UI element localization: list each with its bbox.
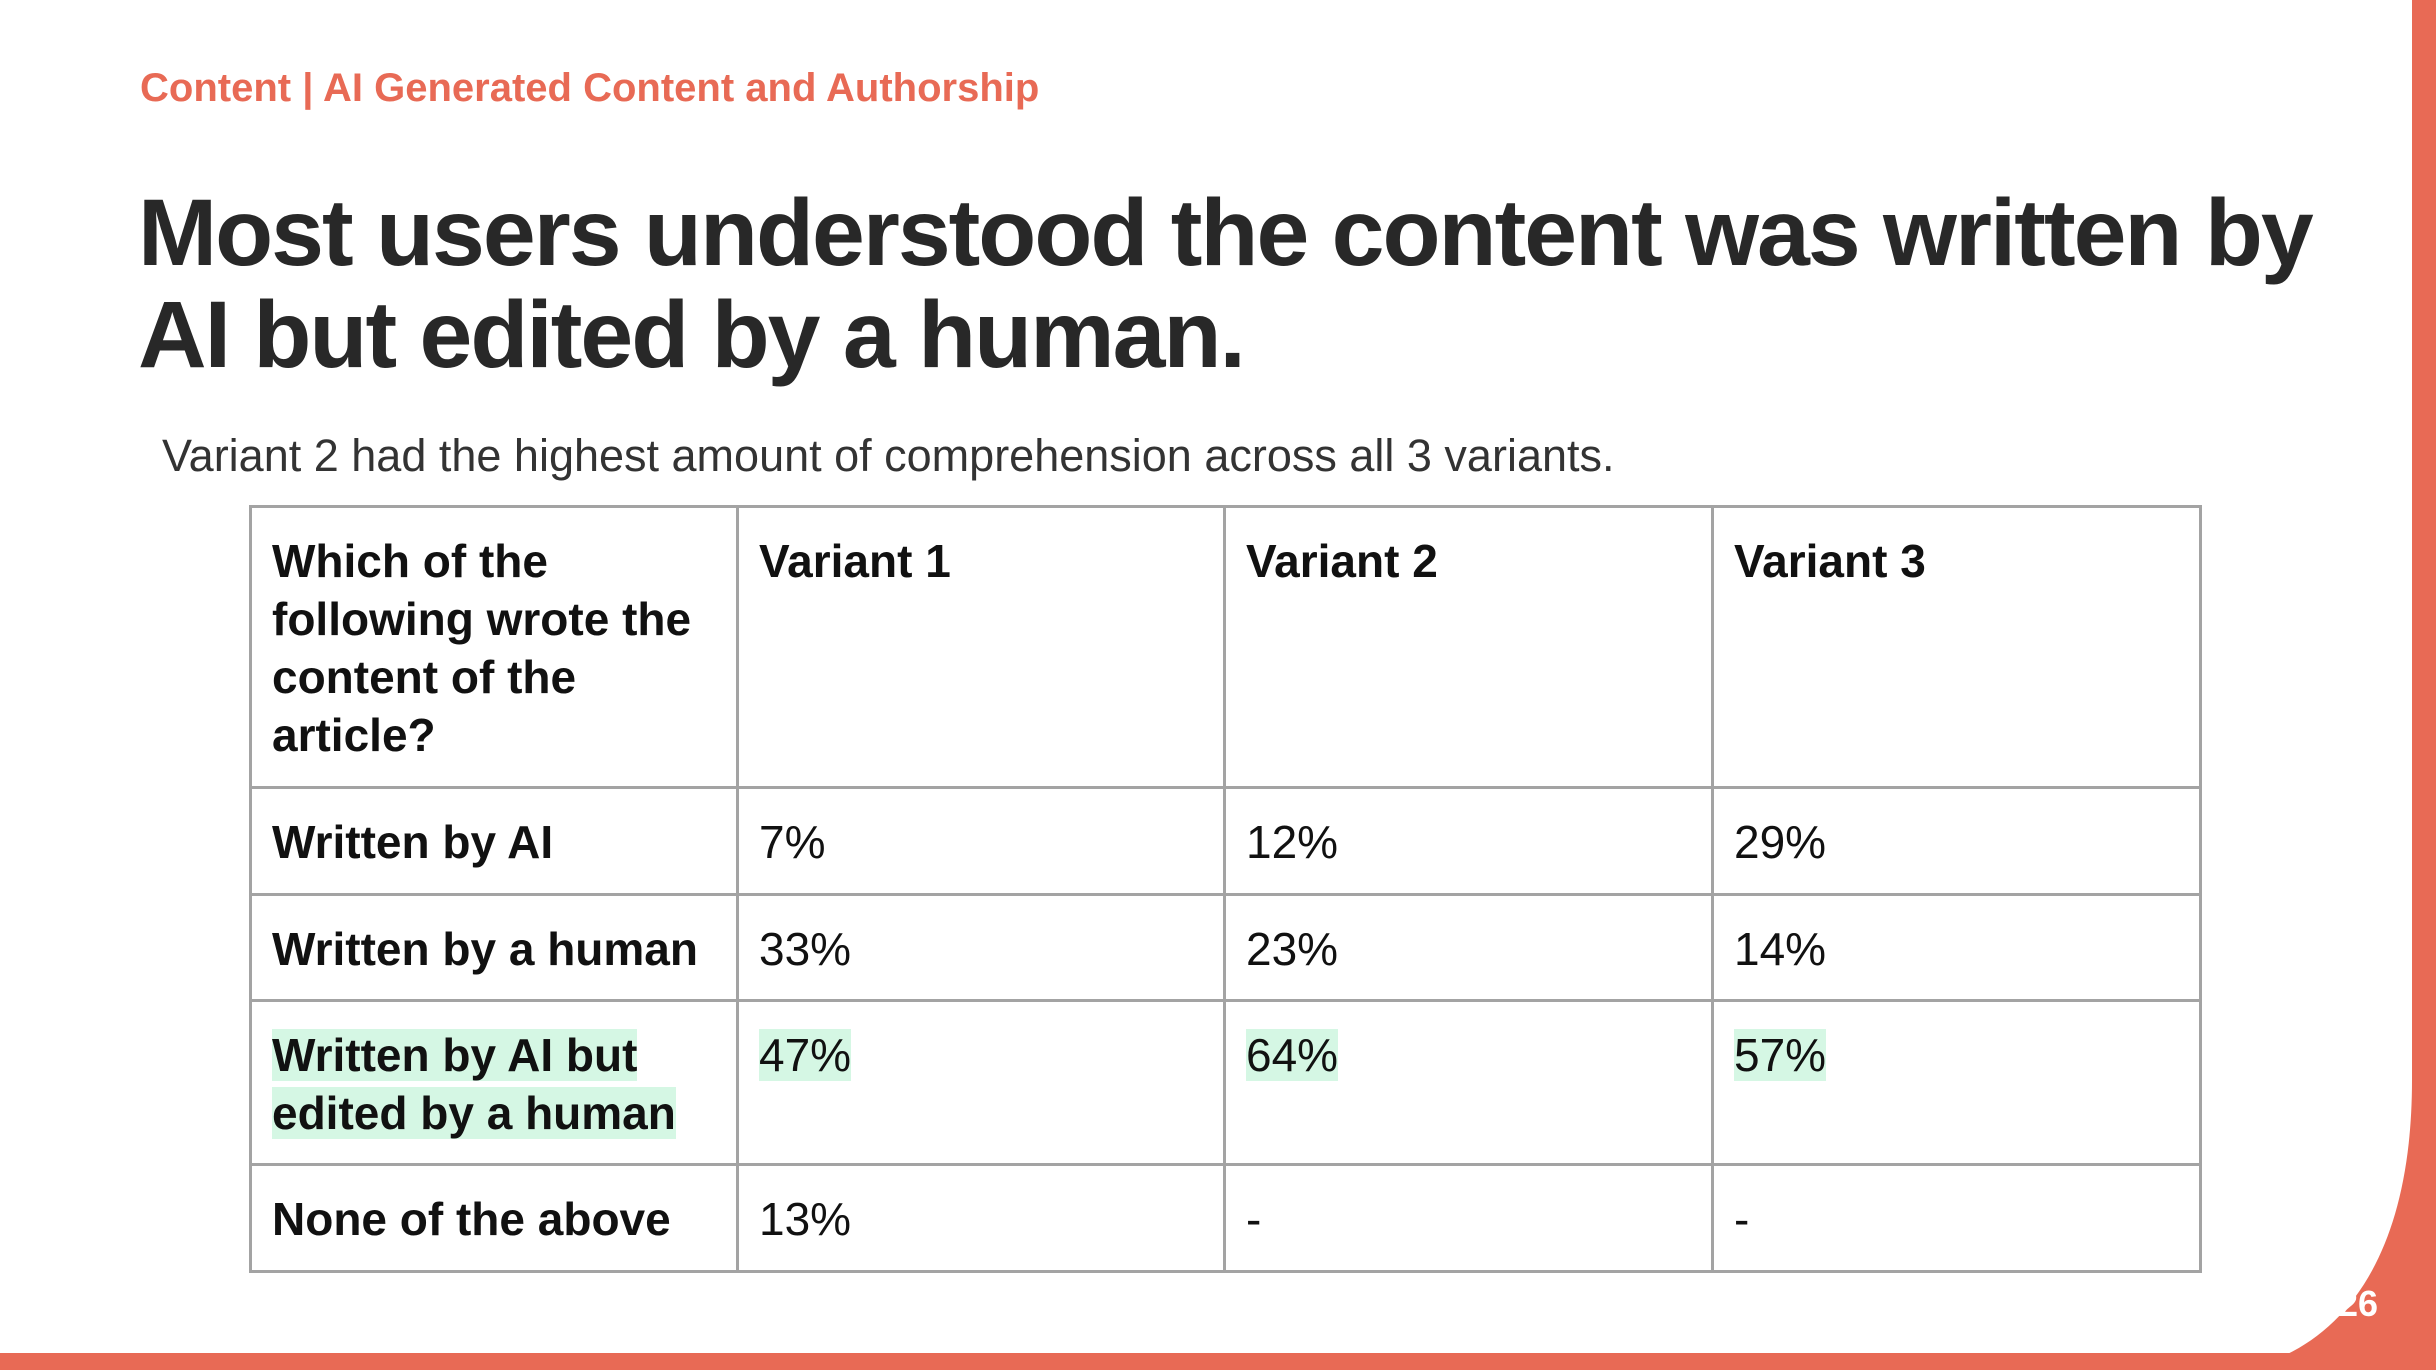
table-header-row: Which of the following wrote the content… [249, 505, 2202, 789]
page-number: 26 [2337, 1283, 2378, 1324]
table-cell: 23% [1223, 893, 1714, 1002]
row-label: Written by AI [249, 786, 739, 896]
breadcrumb: Content | AI Generated Content and Autho… [140, 66, 1040, 110]
table-cell: 13% [736, 1163, 1226, 1273]
table-row: None of the above 13% - - [249, 1163, 2202, 1273]
variant-2-header: Variant 2 [1223, 505, 1714, 789]
variant-3-header: Variant 3 [1711, 505, 2202, 789]
table-cell: 64% [1223, 999, 1714, 1166]
highlighted-value: 47% [759, 1029, 852, 1081]
bottom-accent-bar [0, 1353, 2436, 1370]
highlighted-value: 64% [1246, 1029, 1339, 1081]
highlighted-value: 57% [1734, 1029, 1827, 1081]
table-cell: - [1223, 1163, 1714, 1273]
highlighted-row-label: Written by AI but edited by a human [272, 1029, 676, 1139]
table-cell: 14% [1711, 893, 2202, 1002]
row-label: Written by a human [249, 893, 739, 1002]
table-cell: - [1711, 1163, 2202, 1273]
table-row: Written by AI 7% 12% 29% [249, 786, 2202, 896]
question-header: Which of the following wrote the content… [249, 505, 739, 789]
variant-1-header: Variant 1 [736, 505, 1226, 789]
slide-title: Most users understood the content was wr… [138, 180, 2314, 388]
table-row: Written by a human 33% 23% 14% [249, 893, 2202, 1002]
highlighted-table-row: Written by AI but edited by a human 47% … [249, 999, 2202, 1166]
table-cell: 47% [736, 999, 1226, 1166]
table-cell: 29% [1711, 786, 2202, 896]
table-cell: 57% [1711, 999, 2202, 1166]
results-table: Which of the following wrote the content… [249, 505, 2202, 1273]
table-cell: 12% [1223, 786, 1714, 896]
row-label-cell: Written by AI but edited by a human [249, 999, 739, 1166]
slide-subtitle: Variant 2 had the highest amount of comp… [162, 430, 1615, 481]
table-cell: 33% [736, 893, 1226, 1002]
table-cell: 7% [736, 786, 1226, 896]
corner-accent-shape [2240, 0, 2436, 1370]
row-label: None of the above [249, 1163, 739, 1273]
